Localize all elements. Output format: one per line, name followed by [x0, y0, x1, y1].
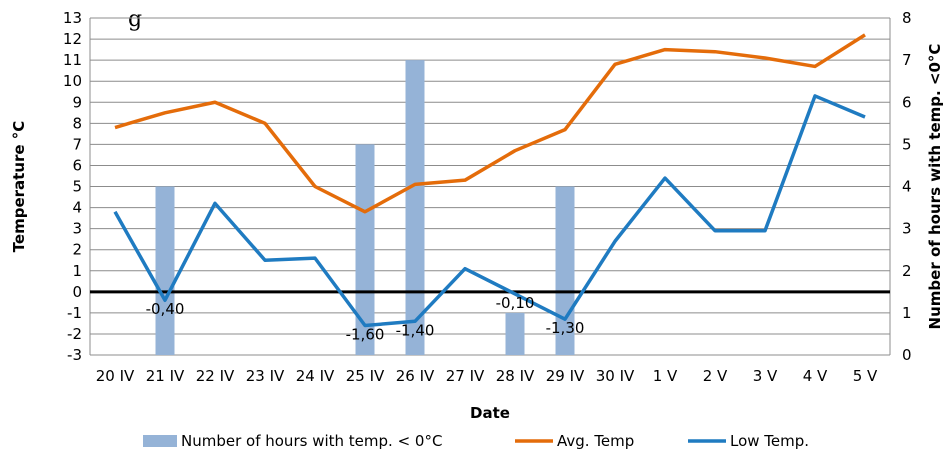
x-tick-label: 24 IV	[296, 367, 335, 385]
data-label: -0,10	[496, 294, 535, 312]
y-tick-label: 0	[72, 283, 82, 301]
x-tick-label: 1 V	[653, 367, 678, 385]
y2-tick-label: 5	[902, 135, 912, 153]
x-axis-ticks: 20 IV 21 IV 22 IV 23 IV 24 IV 25 IV 26 IV 27 IV…	[96, 367, 878, 385]
x-tick-label: 30 IV	[596, 367, 635, 385]
bar	[155, 186, 175, 355]
y-tick-label: 11	[63, 51, 82, 69]
y-tick-label: 6	[72, 156, 82, 174]
bar	[355, 144, 375, 355]
legend-label: Number of hours with temp. < 0°C	[181, 432, 442, 450]
x-tick-label: 21 IV	[146, 367, 185, 385]
y2-tick-label: 2	[902, 262, 912, 280]
y-tick-label: -3	[67, 346, 82, 364]
x-tick-label: 23 IV	[246, 367, 285, 385]
x-tick-label: 4 V	[803, 367, 828, 385]
y-tick-label: 10	[63, 72, 82, 90]
x-tick-label: 3 V	[753, 367, 778, 385]
x-tick-label: 2 V	[703, 367, 728, 385]
y-tick-label: 8	[72, 114, 82, 132]
x-tick-label: 26 IV	[396, 367, 435, 385]
corner-text: g	[128, 7, 142, 32]
y2-tick-label: 1	[902, 304, 912, 322]
y2-tick-label: 3	[902, 220, 912, 238]
y2-axis-ticks: 8 7 6 5 4 3 2 1 0	[902, 9, 912, 364]
x-tick-label: 29 IV	[546, 367, 585, 385]
legend-swatch	[143, 435, 177, 447]
gridlines	[89, 17, 891, 356]
x-tick-label: 27 IV	[446, 367, 485, 385]
y2-tick-label: 7	[902, 51, 912, 69]
y2-tick-label: 4	[902, 178, 912, 196]
x-axis-title: Date	[470, 404, 510, 422]
y-tick-label: 12	[63, 30, 82, 48]
y2-tick-label: 8	[902, 9, 912, 27]
y2-tick-label: 0	[902, 346, 912, 364]
x-tick-label: 20 IV	[96, 367, 135, 385]
y-tick-label: 1	[72, 262, 82, 280]
legend-label: Avg. Temp	[557, 432, 634, 450]
data-label: -1,60	[346, 326, 385, 344]
y2-tick-label: 6	[902, 93, 912, 111]
line-series	[113, 33, 866, 328]
y-axis-title: Temperature °C	[10, 121, 28, 253]
y-tick-label: 2	[72, 241, 82, 259]
y-tick-label: -1	[67, 304, 82, 322]
y-tick-label: 9	[72, 93, 82, 111]
data-label: -1,40	[396, 321, 435, 339]
y-tick-label: 13	[63, 9, 82, 27]
y-tick-label: 7	[72, 135, 82, 153]
x-tick-label: 28 IV	[496, 367, 535, 385]
low-temp-line	[113, 94, 866, 328]
data-label: -0,40	[146, 300, 185, 318]
legend: Number of hours with temp. < 0°C Avg. Tem…	[143, 432, 809, 450]
avg-temp-line	[114, 33, 866, 214]
data-label: -1,30	[546, 319, 585, 337]
y-tick-label: -2	[67, 325, 82, 343]
y-tick-label: 3	[72, 220, 82, 238]
data-labels: -0,40 -1,60 -1,40 -0,10 -1,30	[146, 294, 585, 344]
x-tick-label: 22 IV	[196, 367, 235, 385]
x-tick-label: 25 IV	[346, 367, 385, 385]
y2-axis-title: Number of hours with temp. <0°C	[926, 44, 944, 330]
y-tick-label: 4	[72, 199, 82, 217]
y-tick-label: 5	[72, 178, 82, 196]
x-tick-label: 5 V	[853, 367, 878, 385]
legend-label: Low Temp.	[730, 432, 809, 450]
bar	[505, 312, 525, 355]
bar	[405, 60, 425, 355]
